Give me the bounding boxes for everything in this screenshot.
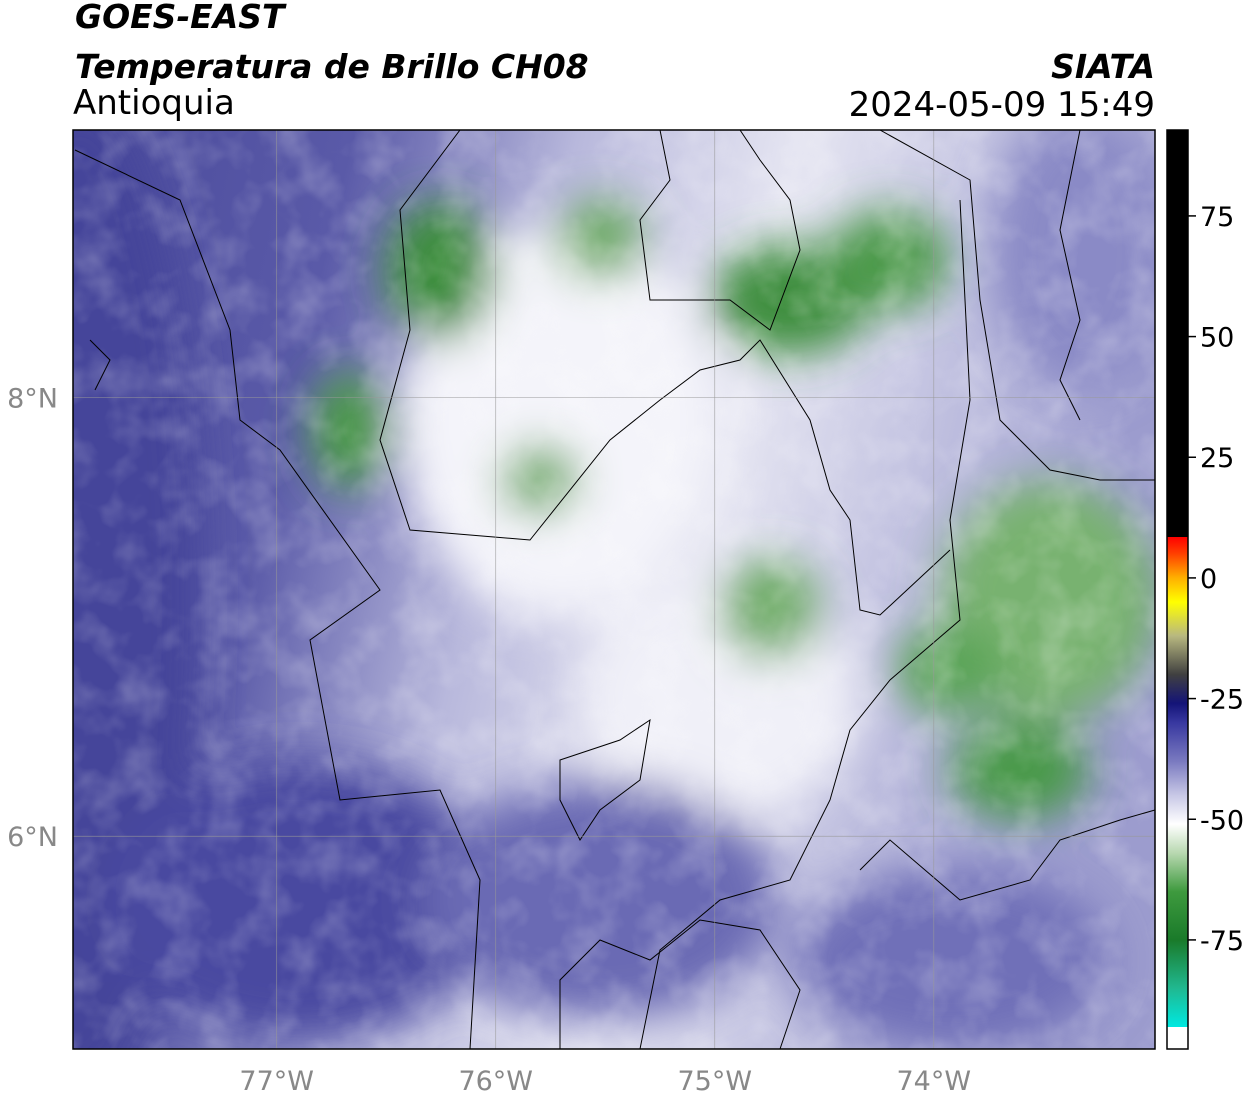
timestamp: 2024-05-09 15:49 (849, 85, 1155, 125)
satellite-image (73, 130, 1155, 1049)
x-tick-label: 74°W (897, 1066, 972, 1097)
title: GOES-EAST (75, 0, 287, 36)
region: Antioquia (73, 83, 235, 123)
y-tick-label: 6°N (7, 822, 58, 853)
x-tick-label: 77°W (239, 1066, 314, 1097)
y-tick-label: 8°N (7, 384, 58, 415)
colorbar-tick-label: 50 (1200, 323, 1234, 354)
colorbar-tick-label: 25 (1200, 443, 1234, 474)
x-tick-label: 76°W (458, 1066, 533, 1097)
colorbar-tick-label: 75 (1200, 202, 1234, 233)
borders (74, 130, 1155, 1049)
colorbar-tick-label: -25 (1200, 685, 1244, 716)
colorbar (1166, 129, 1189, 1050)
colorbar-tick-label: -50 (1200, 805, 1244, 836)
colorbar-tick-label: -75 (1200, 926, 1244, 957)
subtitle: Temperatura de Brillo CH08 (75, 47, 589, 86)
map-frame (72, 129, 1156, 1050)
x-tick-label: 75°W (677, 1066, 752, 1097)
source: SIATA (1051, 47, 1155, 86)
colorbar-tick-label: 0 (1200, 564, 1217, 595)
